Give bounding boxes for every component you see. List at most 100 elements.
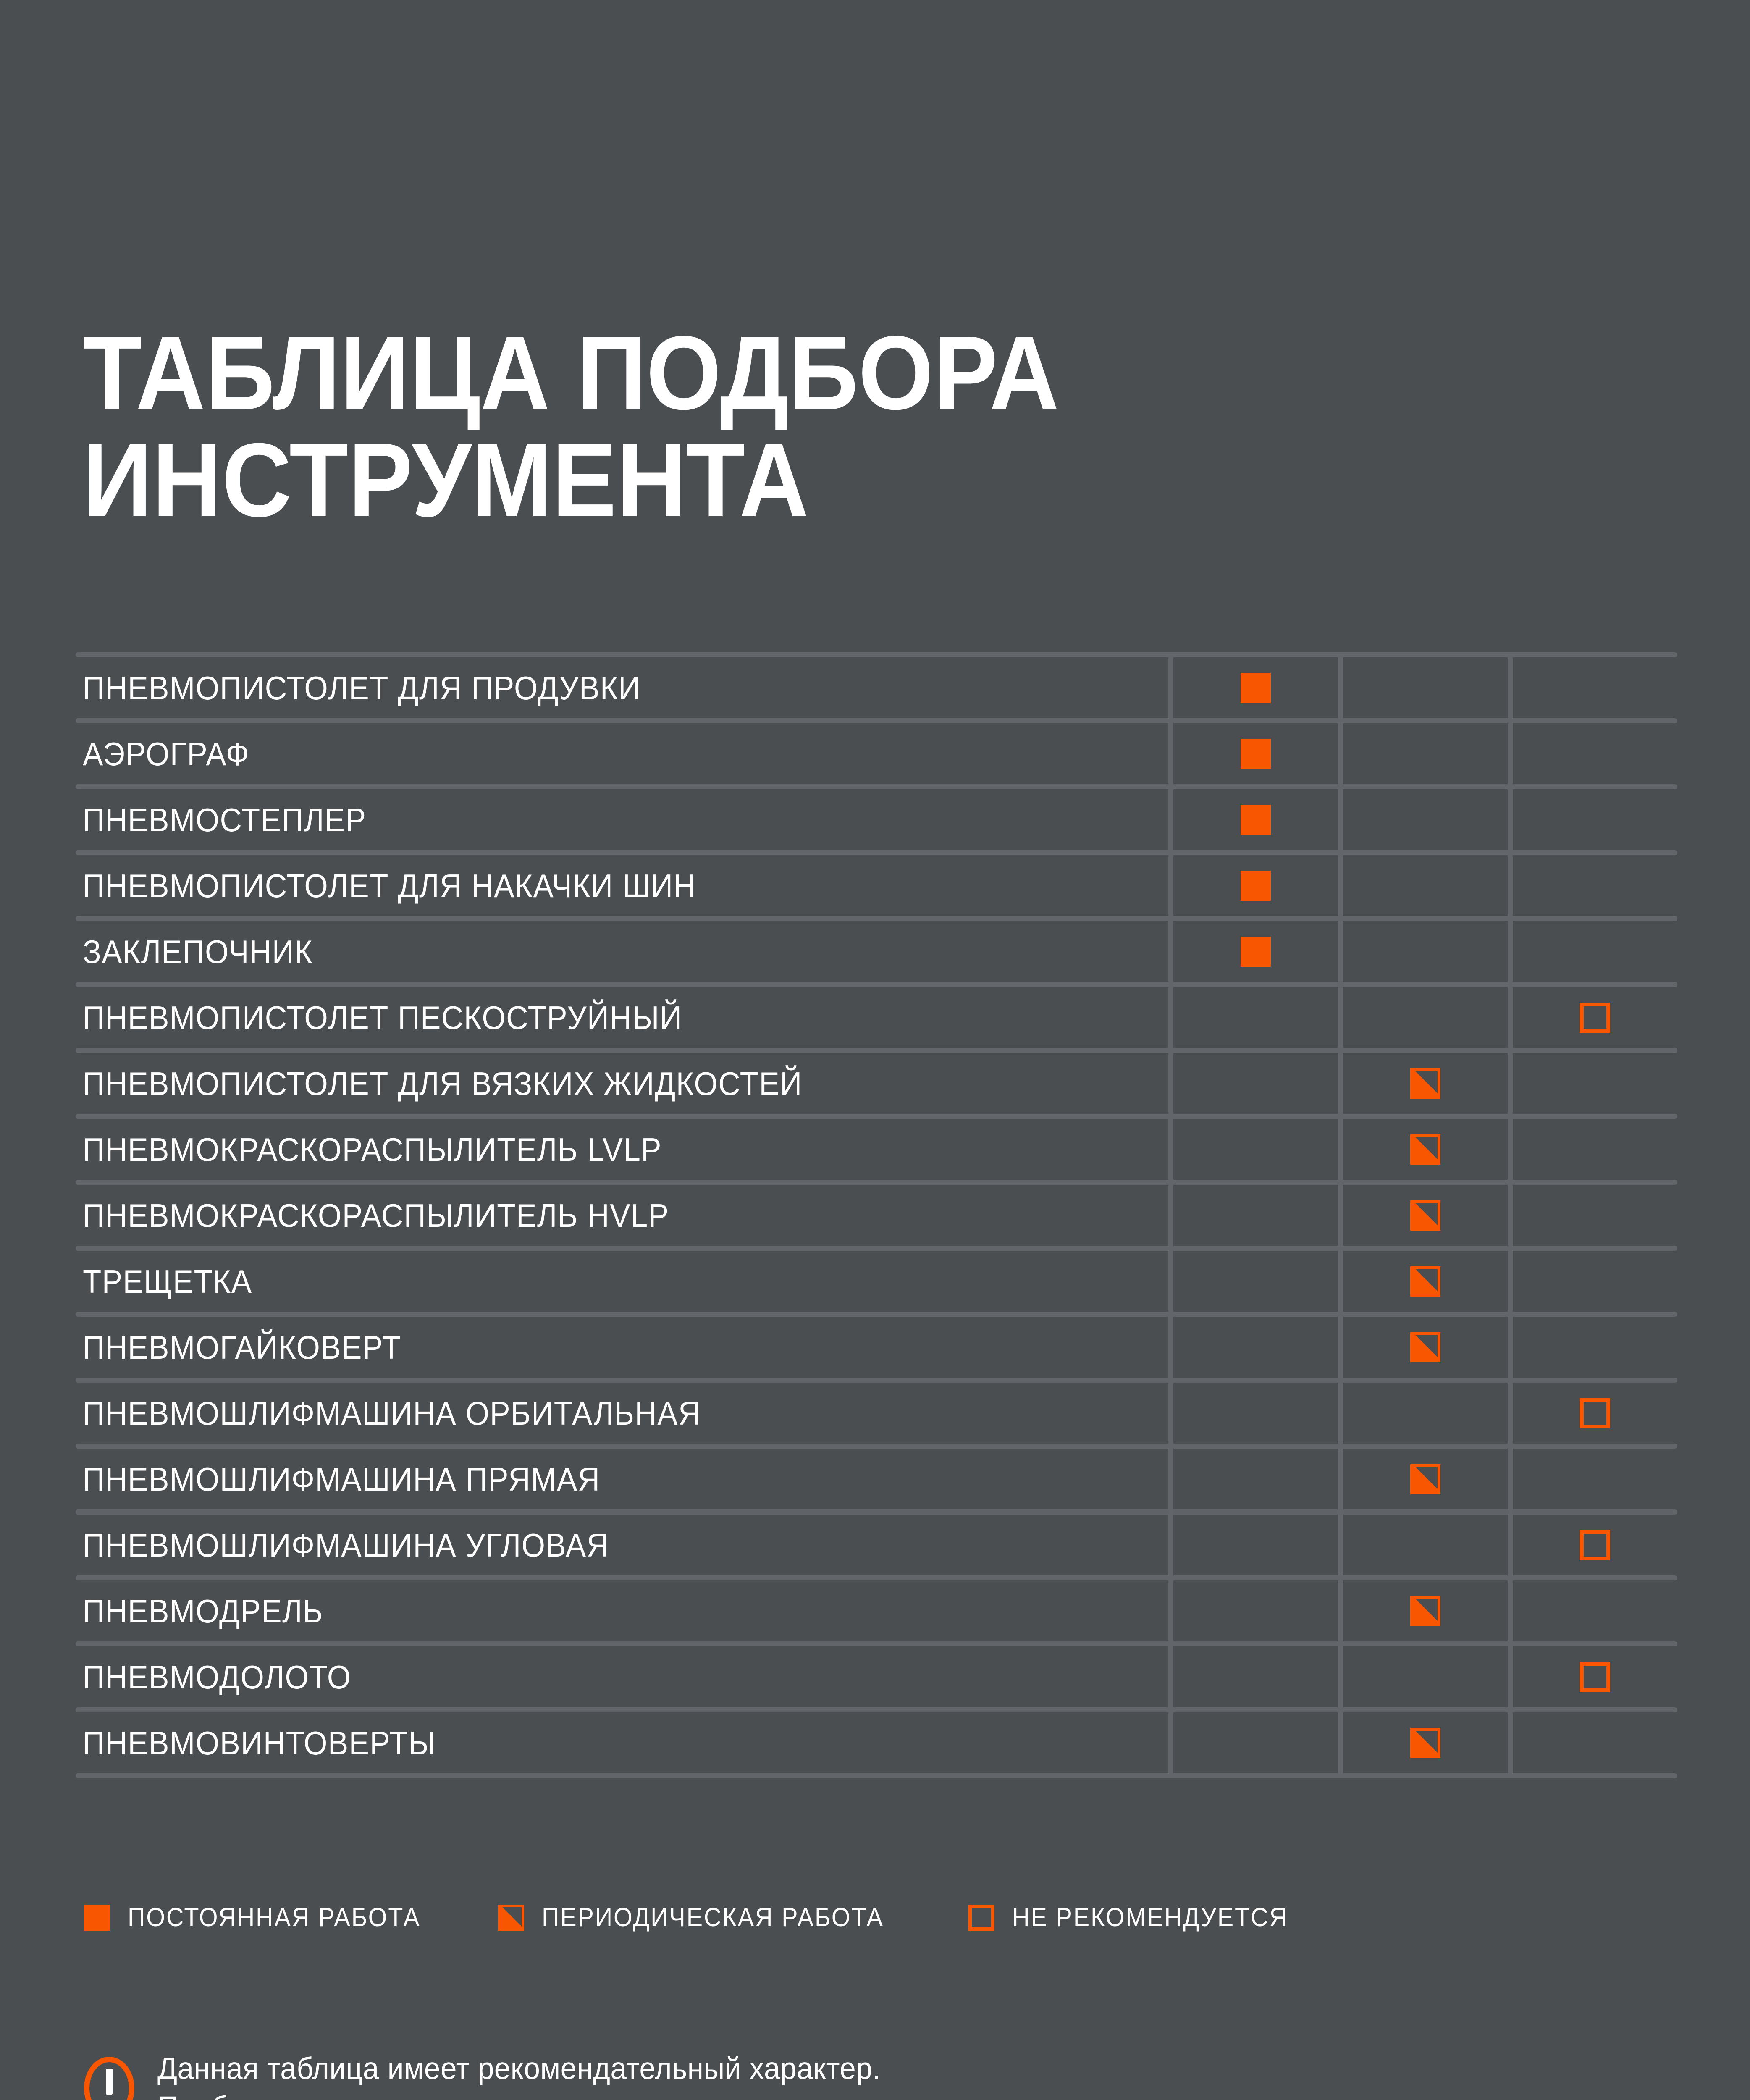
tool-name-label: ПНЕВМОВИНТОВЕРТЫ [83,1724,436,1761]
empty-marker-icon [1241,1200,1271,1231]
half-filled-square-icon [1410,1068,1440,1099]
empty-marker-icon [1410,805,1440,835]
tool-selection-table: ПНЕВМОПИСТОЛЕТ ДЛЯ ПРОДУВКИ АЭРОГРАФ ПНЕВМ… [76,652,1677,1778]
marker-cell-periodic [1338,723,1508,784]
filled-square-icon [1241,804,1271,835]
marker-cell-periodic [1338,1580,1508,1641]
filled-square-icon [1241,936,1271,967]
tool-name-label: ПНЕВМОПИСТОЛЕТ ДЛЯ ПРОДУВКИ [83,669,641,706]
tool-name-label: ПНЕВМОГАЙКОВЕРТ [83,1328,401,1366]
tool-name-cell: ПНЕВМОДРЕЛЬ [76,1580,1168,1641]
filled-square-icon [1241,738,1271,769]
footnote-line-2: Подбор зависит от характеристик самого п… [157,2088,1013,2100]
marker-cell-constant [1168,1119,1338,1180]
table-row-divider [76,1641,1677,1646]
marker-cell-periodic [1338,1712,1508,1773]
empty-marker-icon [1580,871,1610,901]
table-row-divider [76,1575,1677,1580]
empty-marker-icon [1580,937,1610,967]
tool-name-cell: ПНЕВМОВИНТОВЕРТЫ [76,1712,1168,1773]
marker-cell-periodic [1338,1383,1508,1444]
tool-name-label: ЗАКЛЕПОЧНИК [83,933,313,970]
marker-cell-constant [1168,1515,1338,1575]
half-filled-square-icon [498,1904,525,1931]
marker-cell-not_recommended [1508,987,1677,1048]
table-row: ПНЕВМОКРАСКОРАСПЫЛИТЕЛЬ LVLP [76,1119,1677,1180]
marker-cell-constant [1168,1383,1338,1444]
legend-item: ПОСТОЯННАЯ РАБОТА [84,1903,443,1932]
marker-cell-not_recommended [1508,723,1677,784]
marker-cell-not_recommended [1508,921,1677,982]
footnote-line-1: Данная таблица имеет рекомендательный ха… [157,2052,881,2086]
table-row: ТРЕЩЕТКА [76,1251,1677,1312]
marker-cell-not_recommended [1508,855,1677,916]
empty-marker-icon [1580,1728,1610,1758]
marker-cell-not_recommended [1508,1185,1677,1246]
table-row-divider [76,916,1677,921]
tool-name-cell: ПНЕВМОКРАСКОРАСПЫЛИТЕЛЬ HVLP [76,1185,1168,1246]
tool-name-cell: ЗАКЛЕПОЧНИК [76,921,1168,982]
marker-cell-periodic [1338,855,1508,916]
marker-cell-not_recommended [1508,1712,1677,1773]
empty-marker-icon [1580,1134,1610,1165]
tool-name-label: ПНЕВМОПИСТОЛЕТ ДЛЯ ВЯЗКИХ ЖИДКОСТЕЙ [83,1065,803,1102]
table-row: ПНЕВМОВИНТОВЕРТЫ [76,1712,1677,1773]
half-filled-square-icon [1410,1464,1440,1494]
marker-cell-constant [1168,1053,1338,1114]
marker-cell-not_recommended [1508,1383,1677,1444]
table-row-divider [76,1246,1677,1251]
exclamation-bar [106,2068,113,2095]
marker-cell-periodic [1338,657,1508,718]
empty-marker-icon [1580,1266,1610,1297]
empty-marker-icon [1241,1596,1271,1626]
empty-marker-icon [1580,1068,1610,1099]
table-row: ПНЕВМОКРАСКОРАСПЫЛИТЕЛЬ HVLP [76,1185,1677,1246]
marker-cell-not_recommended [1508,1449,1677,1509]
table-row-divider [76,1509,1677,1515]
empty-marker-icon [1241,1266,1271,1297]
marker-cell-constant [1168,921,1338,982]
table-row: ПНЕВМОПИСТОЛЕТ ДЛЯ НАКАЧКИ ШИН [76,855,1677,916]
tool-name-cell: ПНЕВМОШЛИФМАШИНА ОРБИТАЛЬНАЯ [76,1383,1168,1444]
legend-item-label: НЕ РЕКОМЕНДУЕТСЯ [1012,1903,1288,1932]
filled-square-icon [1241,672,1271,703]
marker-cell-not_recommended [1508,1580,1677,1641]
empty-marker-icon [1580,805,1610,835]
tool-name-label: ПНЕВМОПИСТОЛЕТ ПЕСКОСТРУЙНЫЙ [83,999,682,1036]
empty-marker-icon [1580,739,1610,769]
empty-marker-icon [1410,1530,1440,1560]
marker-cell-constant [1168,855,1338,916]
marker-cell-constant [1168,789,1338,850]
table-row-divider [76,1180,1677,1185]
tool-name-cell: ПНЕВМОКРАСКОРАСПЫЛИТЕЛЬ LVLP [76,1119,1168,1180]
empty-marker-icon [1580,1596,1610,1626]
empty-marker-icon [1241,1530,1271,1560]
outline-square-icon [1580,1398,1610,1428]
tool-name-cell: АЭРОГРАФ [76,723,1168,784]
empty-marker-icon [1410,1662,1440,1692]
empty-marker-icon [1580,673,1610,703]
exclamation-circle-icon [84,2057,134,2100]
table-row: ПНЕВМОШЛИФМАШИНА ОРБИТАЛЬНАЯ [76,1383,1677,1444]
tool-name-cell: ПНЕВМОСТЕПЛЕР [76,789,1168,850]
marker-cell-periodic [1338,1053,1508,1114]
tool-name-label: ПНЕВМОКРАСКОРАСПЫЛИТЕЛЬ LVLP [83,1131,662,1168]
marker-cell-constant [1168,1185,1338,1246]
tool-name-label: ПНЕВМОКРАСКОРАСПЫЛИТЕЛЬ HVLP [83,1197,669,1234]
empty-marker-icon [1241,1662,1271,1692]
marker-cell-not_recommended [1508,1119,1677,1180]
marker-cell-constant [1168,1251,1338,1312]
table-row-divider [76,1707,1677,1712]
table-row: ПНЕВМОПИСТОЛЕТ ДЛЯ ВЯЗКИХ ЖИДКОСТЕЙ [76,1053,1677,1114]
outline-square-icon [968,1905,994,1931]
half-filled-square-icon [1410,1266,1440,1297]
empty-marker-icon [1241,1728,1271,1758]
footnote-text: Данная таблица имеет рекомендательный ха… [157,2050,1058,2100]
table-row-divider [76,652,1677,657]
table-row: ПНЕВМОГАЙКОВЕРТ [76,1317,1677,1378]
table-row-divider [76,850,1677,855]
empty-marker-icon [1410,937,1440,967]
marker-cell-not_recommended [1508,1251,1677,1312]
empty-marker-icon [1580,1464,1610,1494]
page-title: ТАБЛИЦА ПОДБОРА ИНСТРУМЕНТА [83,319,1511,533]
